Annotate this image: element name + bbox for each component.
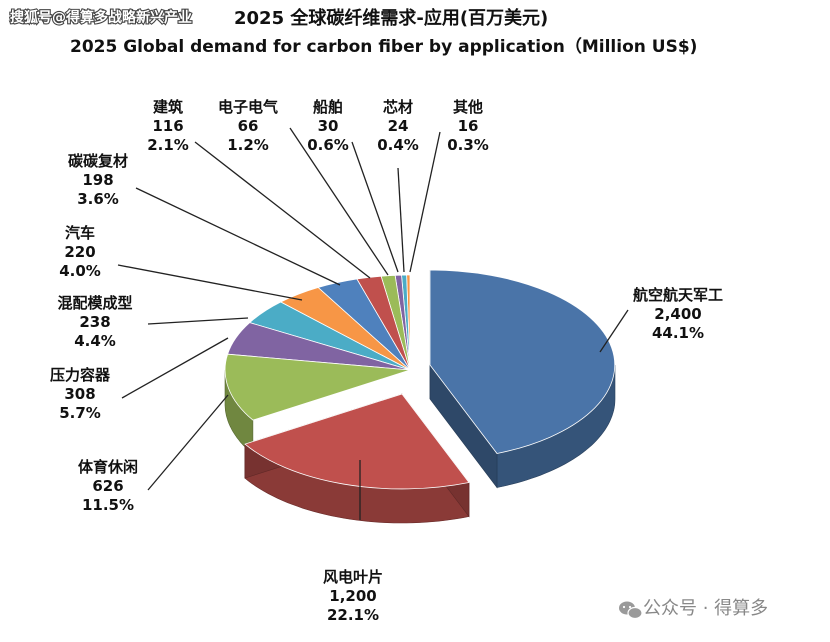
slice-1	[429, 269, 616, 489]
label-percent: 4.0%	[59, 262, 101, 280]
leader-lines-group	[117, 127, 629, 520]
label-value-label: 24	[388, 117, 409, 135]
slice-3	[224, 353, 411, 455]
slices-group	[224, 269, 616, 524]
label-value-label: 30	[318, 117, 339, 135]
label-value-label: 238	[79, 313, 110, 331]
label-name: 航空航天军工	[633, 286, 723, 304]
chart-title: 2025 全球碳纤维需求-应用(百万美元)	[234, 7, 548, 29]
label-percent: 1.2%	[227, 136, 269, 154]
slice-2	[244, 393, 470, 524]
slice-label-5: 混配模成型 238 4.4%	[57, 294, 132, 350]
label-percent: 0.6%	[307, 136, 349, 154]
leader-line-1	[599, 309, 629, 353]
slice-top	[244, 393, 470, 490]
slice-label-3: 体育休闲 626 11.5%	[78, 458, 138, 514]
label-value-label: 220	[64, 243, 95, 261]
label-name: 碳碳复材	[68, 152, 128, 170]
label-value-label: 1,200	[329, 587, 376, 605]
wechat-icon	[619, 601, 643, 620]
label-name: 船舶	[313, 98, 343, 116]
label-name: 电子电气	[218, 98, 278, 116]
slice-label-12: 其他 16 0.3%	[447, 98, 489, 154]
label-value-label: 626	[92, 477, 123, 495]
label-value-label: 66	[238, 117, 259, 135]
watermark-bottom-text: 公众号 · 得算多	[643, 598, 768, 619]
label-percent: 4.4%	[74, 332, 116, 350]
labels-group: 航空航天军工 2,400 44.1% 风电叶片 1,200 22.1% 体育休闲 626 11.…	[50, 98, 723, 624]
label-percent: 2.1%	[147, 136, 189, 154]
label-percent: 11.5%	[82, 496, 134, 514]
label-value-label: 308	[64, 385, 95, 403]
leader-line-11	[397, 167, 405, 273]
label-name: 压力容器	[50, 366, 111, 384]
slice-top	[429, 269, 616, 454]
slice-label-11: 芯材 24 0.4%	[377, 98, 419, 154]
label-name: 芯材	[383, 98, 413, 116]
slice-label-4: 压力容器 308 5.7%	[50, 366, 111, 422]
watermark-top: 搜狐号@得算多战略新兴产业	[10, 9, 192, 26]
leader-line-5	[147, 317, 249, 325]
label-name: 风电叶片	[323, 568, 383, 586]
label-name: 体育休闲	[78, 458, 138, 476]
slice-label-7: 碳碳复材 198 3.6%	[68, 152, 128, 208]
label-value-label: 198	[82, 171, 113, 189]
slice-label-9: 电子电气 66 1.2%	[218, 98, 278, 154]
leader-line-12	[409, 131, 441, 273]
leader-line-8	[194, 141, 371, 279]
label-value-label: 16	[458, 117, 479, 135]
leader-line-4	[121, 337, 229, 399]
label-percent: 22.1%	[327, 606, 379, 624]
label-value-label: 2,400	[654, 305, 701, 323]
label-percent: 0.4%	[377, 136, 419, 154]
watermark-bottom: 公众号 · 得算多	[619, 598, 768, 620]
slice-label-2: 风电叶片 1,200 22.1%	[323, 568, 383, 624]
leader-line-10	[351, 141, 399, 273]
label-percent: 0.3%	[447, 136, 489, 154]
leader-line-6	[117, 264, 303, 301]
slice-label-8: 建筑 116 2.1%	[147, 98, 189, 154]
leader-line-3	[147, 394, 229, 491]
slice-label-1: 航空航天军工 2,400 44.1%	[633, 286, 723, 342]
label-name: 混配模成型	[57, 294, 132, 312]
leader-line-7	[135, 187, 341, 286]
label-percent: 3.6%	[77, 190, 119, 208]
label-name: 建筑	[153, 98, 183, 116]
slice-label-10: 船舶 30 0.6%	[307, 98, 349, 154]
label-percent: 44.1%	[652, 324, 704, 342]
chart-subtitle: 2025 Global demand for carbon fiber by a…	[70, 36, 697, 57]
label-name: 汽车	[65, 224, 95, 242]
slice-top	[224, 353, 411, 421]
slice-label-6: 汽车 220 4.0%	[59, 224, 101, 280]
label-value-label: 116	[152, 117, 183, 135]
label-percent: 5.7%	[59, 404, 101, 422]
label-name: 其他	[453, 98, 483, 116]
leader-line-9	[289, 127, 389, 276]
